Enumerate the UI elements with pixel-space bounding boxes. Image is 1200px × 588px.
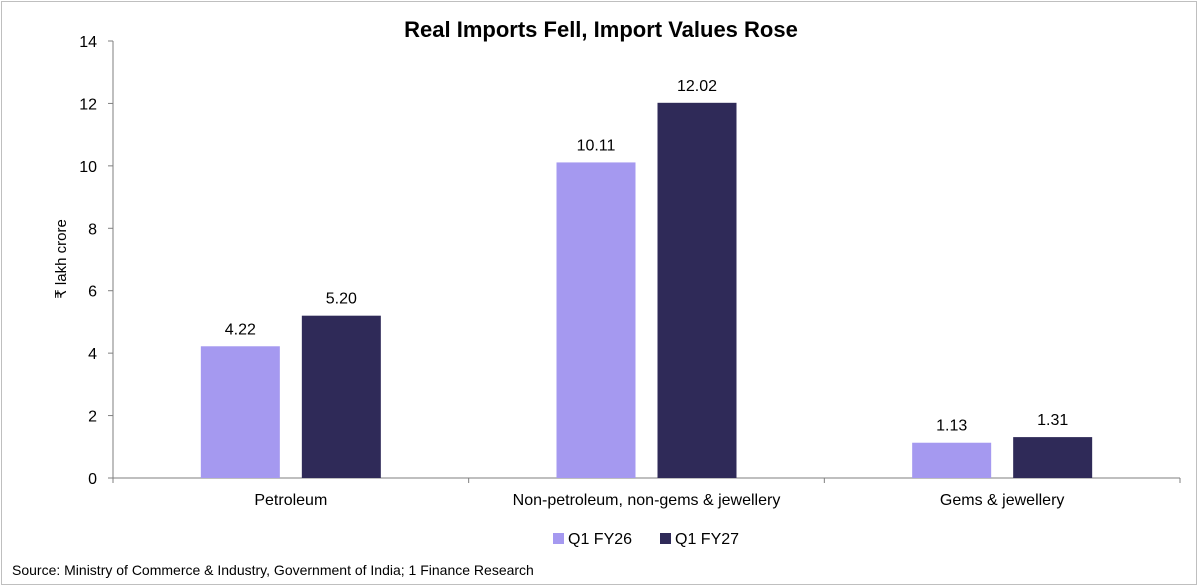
axes — [112, 41, 1180, 479]
source-note: Source: Ministry of Commerce & Industry,… — [12, 562, 534, 578]
y-tick-label: 8 — [88, 221, 97, 238]
data-label: 1.13 — [936, 418, 967, 435]
data-label: 4.22 — [225, 321, 256, 338]
y-tick-label: 6 — [88, 284, 97, 301]
x-category-label: Gems & jewellery — [940, 492, 1064, 509]
bar — [200, 346, 280, 478]
y-axis-label: ₹ lakh crore — [53, 219, 70, 299]
legend-label: Q1 FY26 — [568, 531, 632, 548]
legend-label: Q1 FY27 — [675, 531, 739, 548]
bars — [200, 102, 1093, 478]
x-category-label: Petroleum — [254, 492, 327, 509]
y-tick-label: 0 — [88, 471, 97, 488]
x-axis-categories: Petroleum Non-petroleum, non-gems & jewel… — [112, 478, 1181, 509]
data-labels: 4.22 5.20 10.11 12.02 1.13 1.31 — [225, 78, 1069, 435]
y-tick-label: 12 — [79, 96, 97, 113]
y-axis-ticks: 0 2 4 6 8 10 12 14 — [79, 34, 113, 488]
bar — [657, 102, 737, 478]
bar — [556, 162, 636, 478]
y-tick-label: 2 — [88, 409, 97, 426]
bar — [301, 315, 381, 478]
chart-title: Real Imports Fell, Import Values Rose — [404, 17, 798, 42]
data-label: 5.20 — [326, 291, 357, 308]
data-label: 10.11 — [577, 137, 616, 154]
y-tick-label: 10 — [79, 159, 97, 176]
legend: Q1 FY26 Q1 FY27 — [553, 531, 739, 548]
y-tick-label: 14 — [79, 34, 97, 51]
legend-swatch — [553, 533, 564, 544]
legend-swatch — [660, 533, 671, 544]
bar — [912, 442, 992, 478]
bar-chart: Real Imports Fell, Import Values Rose ₹ … — [53, 17, 1181, 548]
bar — [1013, 437, 1093, 478]
data-label: 1.31 — [1037, 412, 1068, 429]
y-tick-label: 4 — [88, 346, 97, 363]
x-category-label: Non-petroleum, non-gems & jewellery — [513, 492, 781, 509]
data-label: 12.02 — [677, 78, 717, 95]
